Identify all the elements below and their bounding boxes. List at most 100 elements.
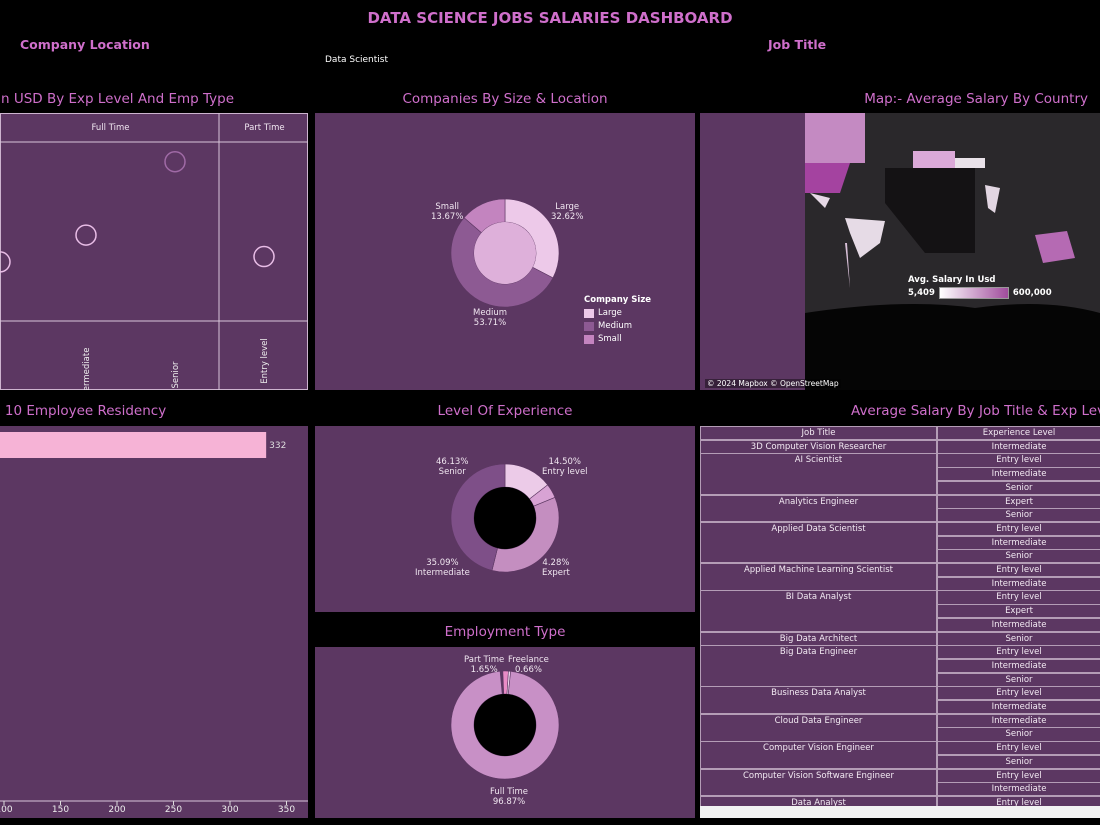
legend-gradient — [938, 287, 1009, 299]
salary-table[interactable]: Job Title Experience Level 3D Computer V… — [700, 426, 1100, 818]
legend-swatch — [584, 321, 594, 331]
table-cell-experience-level[interactable]: Intermediate — [938, 618, 1100, 631]
residency-panel: 332 100 150 200 250 300 350 — [0, 426, 308, 818]
scatter-title: In USD By Exp Level And Emp Type — [0, 91, 235, 107]
experience-title: Level Of Experience — [437, 403, 573, 419]
label-medium: Medium 53.71% — [473, 308, 507, 328]
table-cell-job-title[interactable]: Analytics Engineer — [701, 495, 936, 522]
label-large: Large 32.62% — [551, 202, 584, 222]
table-cell-experience-level[interactable]: Expert — [938, 605, 1100, 618]
table-cell-experience-level[interactable]: Intermediate — [938, 468, 1100, 481]
table-header-job-title[interactable]: Job Title — [701, 427, 936, 439]
companies-title: Companies By Size & Location — [402, 91, 608, 107]
x-tick-label: 250 — [165, 805, 182, 815]
table-cell-experience-level[interactable]: Intermediate — [938, 783, 1100, 796]
scatter-panel: Intermediate Senior Entry level Full Time … — [0, 113, 308, 390]
world-map[interactable] — [805, 113, 1100, 390]
donut-center — [474, 694, 536, 756]
employment-donut[interactable] — [450, 670, 560, 780]
table-cell-job-title[interactable]: Cloud Data Engineer — [701, 714, 936, 741]
table-cell-experience-level[interactable]: Entry level — [938, 769, 1100, 782]
bar[interactable] — [0, 432, 267, 458]
brazil-region — [845, 218, 885, 258]
company-location-filter-label[interactable]: Company Location — [20, 37, 150, 52]
table-cell-job-title[interactable]: Computer Vision Engineer — [701, 742, 936, 768]
table-cell-experience-level[interactable]: Expert — [938, 495, 1100, 508]
table-cell-experience-level[interactable]: Senior — [938, 509, 1100, 522]
table-cell-experience-level[interactable]: Intermediate — [938, 659, 1100, 673]
label-senior: 46.13% Senior — [436, 457, 469, 477]
table-cell-experience-level[interactable]: Intermediate — [938, 440, 1100, 453]
legend-swatch — [584, 308, 594, 318]
table-cell-experience-level[interactable]: Intermediate — [938, 714, 1100, 727]
table-cell-experience-level[interactable]: Senior — [938, 632, 1100, 645]
company-size-donut[interactable] — [450, 198, 560, 308]
companies-panel: Small 13.67% Large 32.62% Medium 53.71% Com… — [315, 113, 695, 390]
table-cell-experience-level[interactable]: Intermediate — [938, 577, 1100, 590]
table-cell-job-title[interactable]: Applied Machine Learning Scientist — [701, 564, 936, 590]
table-cell-experience-level[interactable]: Entry level — [938, 742, 1100, 755]
table-title: Average Salary By Job Title & Exp Level — [851, 403, 1100, 419]
job-title-selected-value[interactable]: Data Scientist — [325, 55, 388, 65]
column-header-part-time: Part Time — [244, 123, 285, 133]
experience-donut[interactable] — [450, 463, 560, 573]
dashboard-title: DATA SCIENCE JOBS SALARIES DASHBOARD — [367, 9, 733, 27]
x-label: Intermediate — [82, 348, 92, 390]
table-cell-job-title[interactable]: BI Data Analyst — [701, 591, 936, 631]
legend-item-medium[interactable]: Medium — [584, 321, 651, 331]
legend-label: Small — [598, 334, 622, 344]
table-cell-experience-level[interactable]: Entry level — [938, 454, 1100, 467]
table-cell-job-title[interactable]: AI Scientist — [701, 454, 936, 494]
table-cell-job-title[interactable]: Big Data Engineer — [701, 646, 936, 686]
map-legend: Avg. Salary In Usd 5,409 600,000 — [908, 275, 1052, 299]
table-cell-experience-level[interactable]: Entry level — [938, 564, 1100, 577]
residency-title: p 10 Employee Residency — [0, 403, 167, 419]
table-cell-experience-level[interactable]: Senior — [938, 550, 1100, 563]
label-entry: 14.50% Entry level — [542, 457, 588, 477]
legend-item-small[interactable]: Small — [584, 334, 651, 344]
map-panel[interactable]: Avg. Salary In Usd 5,409 600,000 © 2024 … — [700, 113, 1100, 390]
table-cell-experience-level[interactable]: Entry level — [938, 687, 1100, 700]
legend-min: 5,409 — [908, 288, 935, 298]
table-cell-job-title[interactable]: Applied Data Scientist — [701, 522, 936, 563]
donut-center — [474, 222, 536, 284]
x-label: Senior — [171, 361, 181, 389]
employment-panel: Part Time 1.65% Freelance 0.66% Full Time 9… — [315, 647, 695, 818]
scatter-point[interactable] — [75, 224, 97, 246]
table-cell-job-title[interactable]: Business Data Analyst — [701, 687, 936, 714]
column-header-full-time: Full Time — [91, 123, 130, 133]
table-cell-job-title[interactable]: 3D Computer Vision Researcher — [701, 440, 936, 453]
scatter-point[interactable] — [164, 150, 186, 173]
legend-label: Large — [598, 308, 622, 318]
table-cell-job-title[interactable]: Computer Vision Software Engineer — [701, 769, 936, 796]
x-tick-label: 150 — [52, 805, 69, 815]
legend-max: 600,000 — [1012, 288, 1052, 298]
legend-swatch — [584, 334, 594, 344]
table-cell-experience-level[interactable]: Entry level — [938, 646, 1100, 659]
label-full-time: Full Time 96.87% — [490, 787, 529, 807]
legend-item-large[interactable]: Large — [584, 308, 651, 318]
experience-panel: 46.13% Senior 14.50% Entry level 35.09% Int… — [315, 426, 695, 612]
map-attribution[interactable]: © 2024 Mapbox © OpenStreetMap — [705, 379, 841, 388]
x-tick-label: 350 — [278, 805, 295, 815]
table-scrollbar[interactable] — [700, 806, 1100, 818]
x-tick-label: 200 — [108, 805, 125, 815]
table-cell-experience-level[interactable]: Intermediate — [938, 536, 1100, 549]
table-cell-experience-level[interactable]: Senior — [938, 728, 1100, 741]
table-cell-experience-level[interactable]: Entry level — [938, 591, 1100, 604]
table-cell-experience-level[interactable]: Senior — [938, 481, 1100, 494]
scatter-point[interactable] — [253, 245, 275, 268]
table-cell-job-title[interactable]: Big Data Architect — [701, 632, 936, 645]
table-cell-experience-level[interactable]: Senior — [938, 755, 1100, 768]
table-header-experience-level[interactable]: Experience Level — [938, 427, 1100, 439]
table-cell-experience-level[interactable]: Senior — [938, 673, 1100, 686]
table-cell-experience-level[interactable]: Intermediate — [938, 701, 1100, 714]
job-title-filter-label[interactable]: Job Title — [768, 37, 827, 52]
label-part-time: Part Time 1.65% — [464, 655, 505, 675]
x-label: Entry level — [260, 338, 270, 384]
x-tick-label: 300 — [221, 805, 238, 815]
usa-region — [805, 163, 850, 193]
scatter-point[interactable] — [0, 251, 11, 273]
table-cell-experience-level[interactable]: Entry level — [938, 522, 1100, 536]
residency-bar-chart: 332 100 150 200 250 300 350 — [0, 432, 308, 815]
